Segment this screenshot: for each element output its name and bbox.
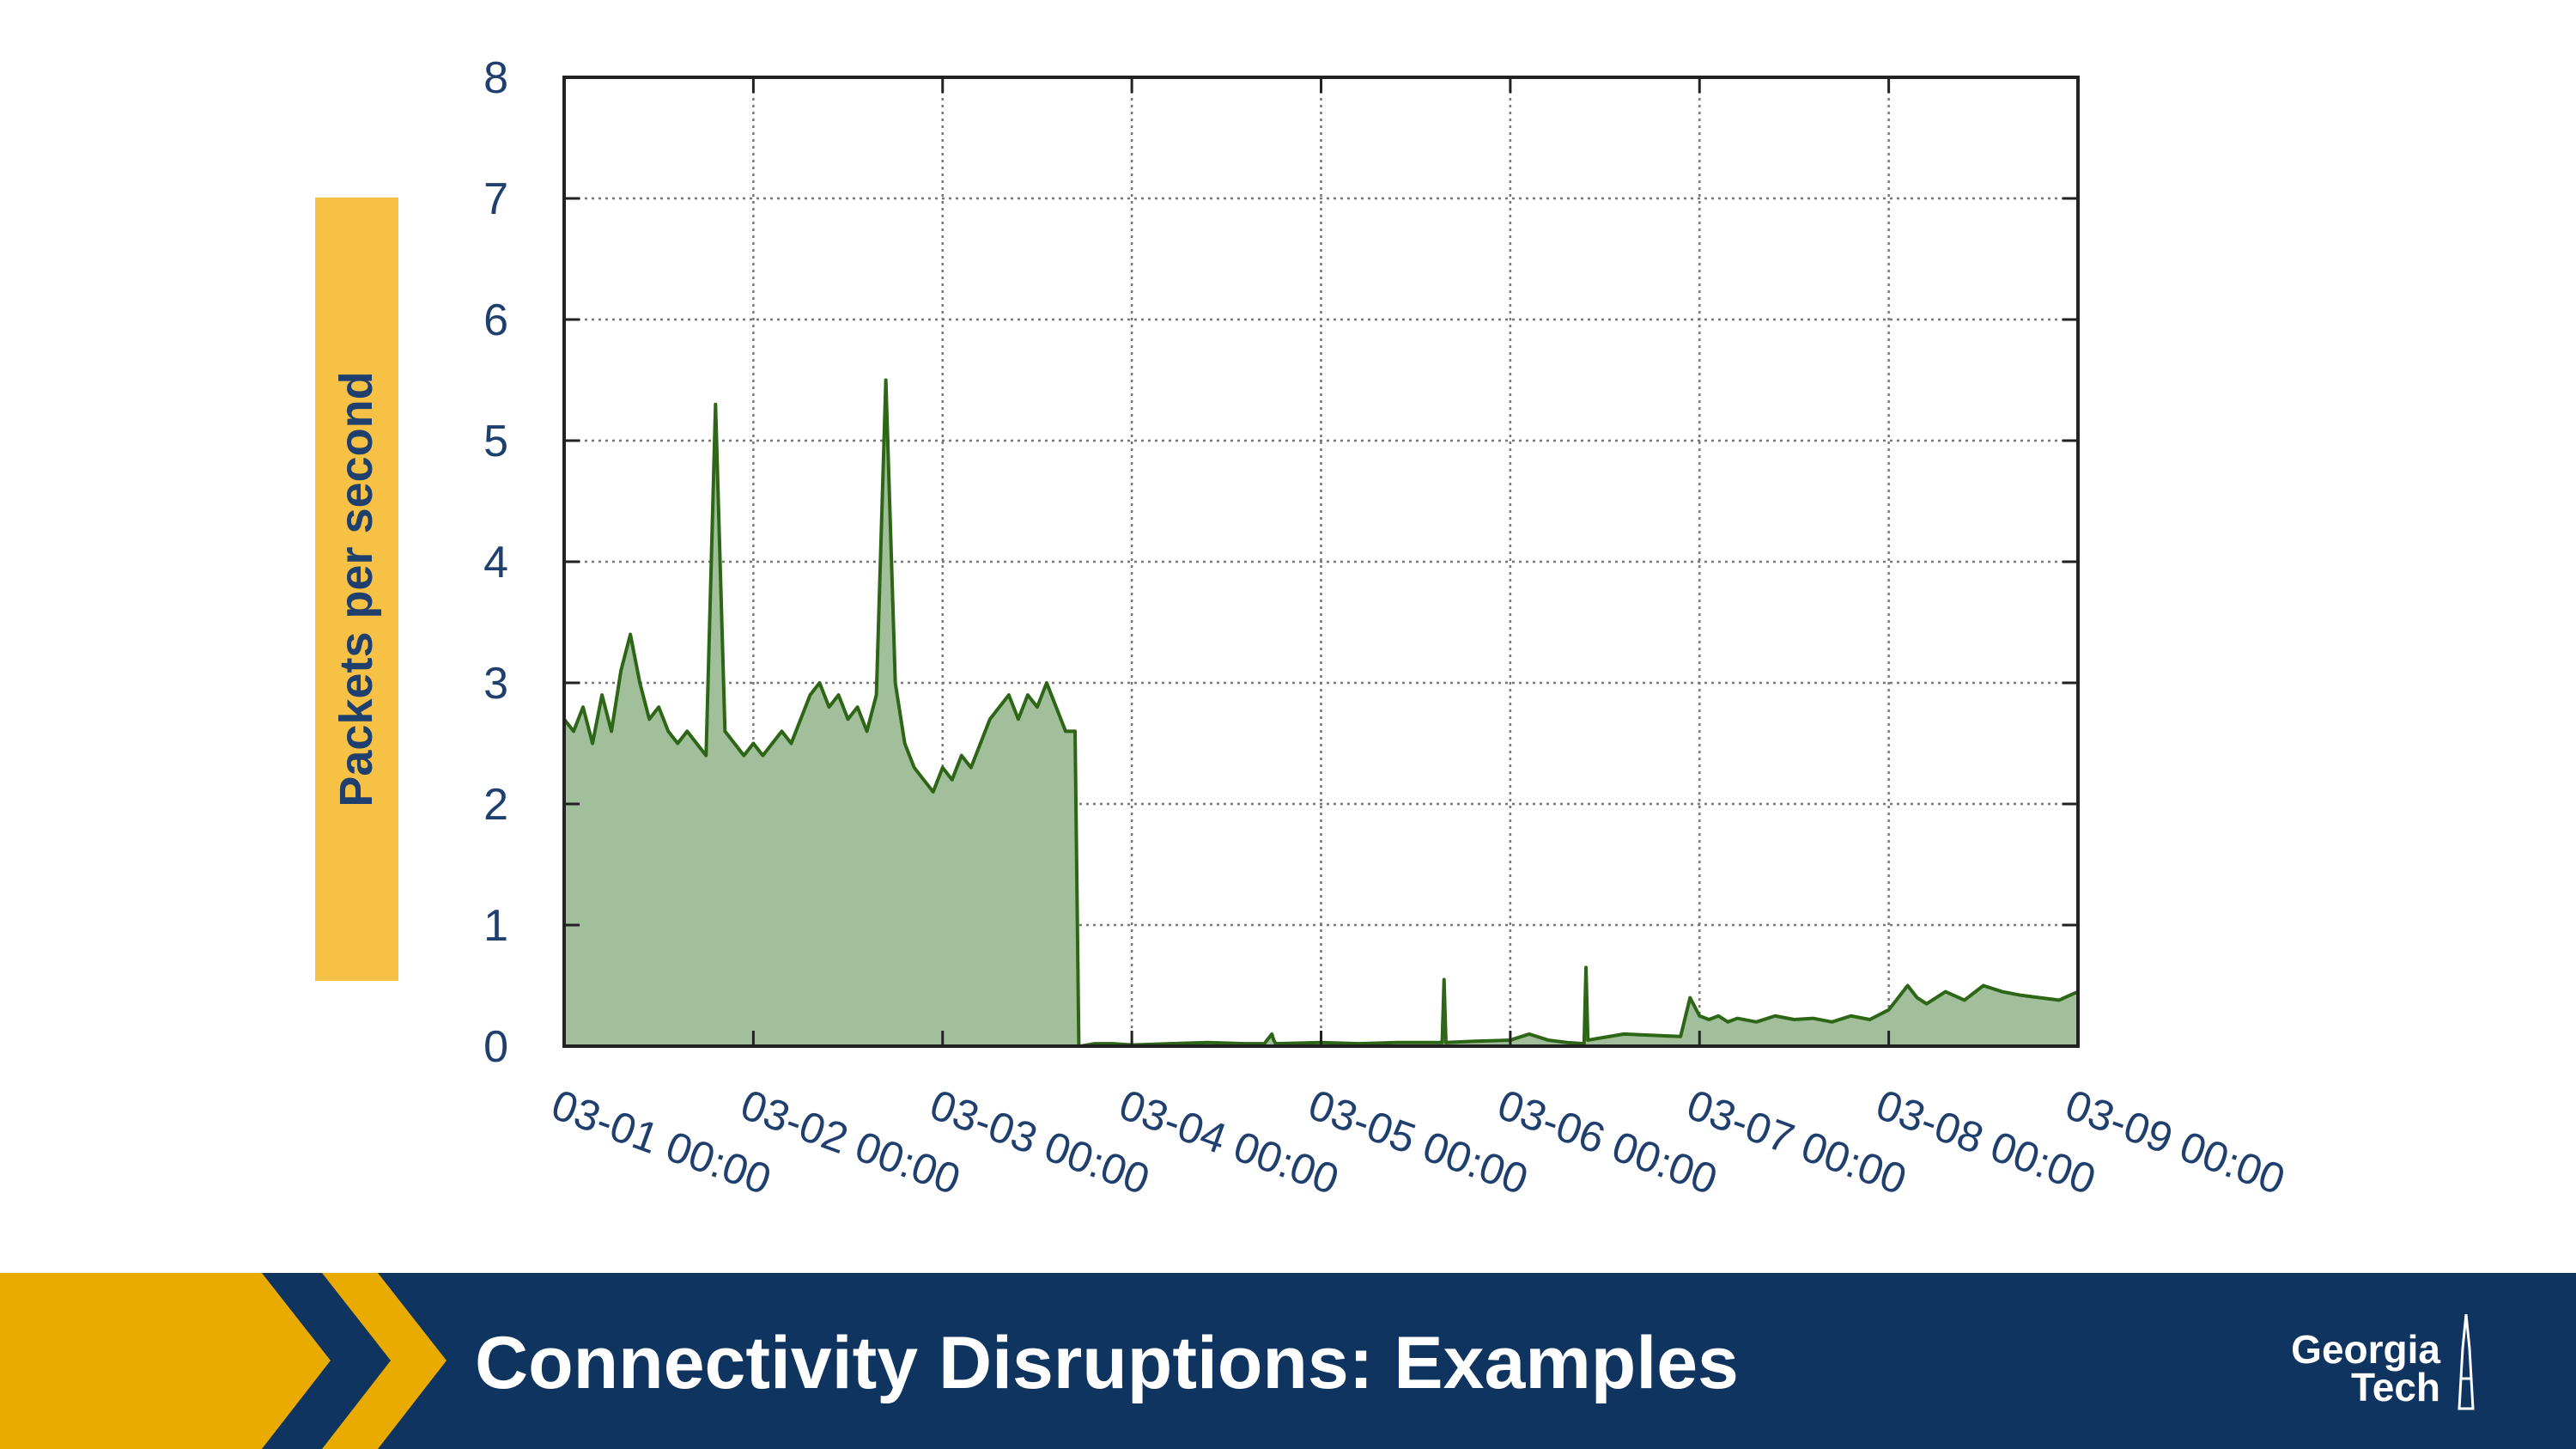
y-tick-label: 3 (483, 659, 508, 709)
y-tick-label: 5 (483, 417, 508, 466)
footer-bar (0, 1273, 2576, 1449)
y-tick-label: 2 (483, 780, 508, 830)
gold-band (0, 1273, 331, 1449)
plot-frame (562, 76, 2080, 1048)
y-tick-label: 7 (483, 174, 508, 224)
y-tick-label: 8 (483, 53, 508, 103)
y-tick-labels: 0 1 2 3 4 5 6 7 8 (483, 53, 508, 1072)
y-tick-label: 6 (483, 295, 508, 345)
logo-text-georgia: Georgia (2291, 1327, 2440, 1372)
series-line (562, 378, 2079, 1048)
georgia-tech-logo: Georgia Tech (2233, 1314, 2490, 1417)
x-tick-label: 03-05 00:00 (1303, 1081, 1534, 1204)
y-tick-label: 1 (483, 901, 508, 951)
logo-text-tech: Tech (2351, 1365, 2440, 1409)
chevron-graphic (0, 1273, 447, 1449)
tower-icon (2458, 1314, 2475, 1410)
y-axis-label-background (315, 198, 398, 981)
chevron-shape (262, 1273, 391, 1449)
y-tick-label: 0 (483, 1022, 508, 1072)
x-tick-label: 03-06 00:00 (1492, 1081, 1723, 1204)
x-tick-label: 03-03 00:00 (924, 1081, 1156, 1204)
x-tick-label: 03-09 00:00 (2059, 1081, 2291, 1204)
y-axis-label: Packets per second (331, 371, 382, 807)
x-tick-label: 03-01 00:00 (545, 1081, 777, 1204)
x-tick-label: 03-07 00:00 (1680, 1081, 1912, 1204)
y-tick-label: 4 (483, 538, 508, 588)
x-tick-label: 03-08 00:00 (1870, 1081, 2102, 1204)
chevron-shape-gold (322, 1273, 447, 1449)
slide-title: Connectivity Disruptions: Examples (475, 1322, 1739, 1404)
series-area (564, 380, 2078, 1046)
x-tick-label: 03-02 00:00 (735, 1081, 967, 1204)
x-tick-label: 03-04 00:00 (1113, 1081, 1345, 1204)
